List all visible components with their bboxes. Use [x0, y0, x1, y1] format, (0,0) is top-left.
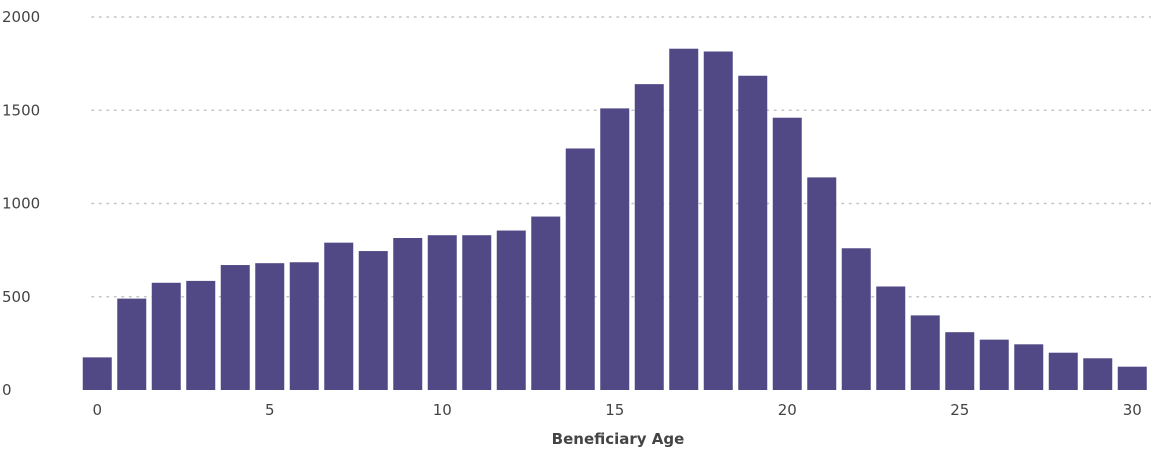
- bar-age-21: [807, 177, 837, 390]
- bar-age-17: [669, 48, 699, 391]
- bar-age-23: [876, 286, 906, 390]
- bar-age-19: [738, 75, 768, 390]
- bar-age-18: [703, 51, 733, 390]
- y-tick-label: 1500: [2, 101, 40, 119]
- bar-age-25: [945, 332, 975, 390]
- bar-age-0: [82, 357, 112, 390]
- bar-age-3: [186, 280, 216, 390]
- y-tick-label: 0: [2, 381, 12, 399]
- y-tick-label: 1000: [2, 195, 40, 213]
- bar-age-6: [289, 262, 319, 390]
- bar-age-15: [600, 108, 630, 390]
- y-tick-label: 2000: [2, 8, 40, 26]
- x-tick-label: 10: [433, 401, 452, 419]
- bar-age-22: [841, 248, 871, 390]
- bar-age-30: [1117, 366, 1147, 390]
- x-axis-title: Beneficiary Age: [552, 430, 685, 448]
- bar-age-28: [1048, 352, 1078, 390]
- bar-age-11: [462, 235, 492, 390]
- x-tick-label: 30: [1123, 401, 1142, 419]
- bar-age-7: [324, 242, 354, 390]
- bar-age-26: [979, 339, 1009, 390]
- x-tick-label: 15: [605, 401, 624, 419]
- x-tick-label: 20: [778, 401, 797, 419]
- y-tick-label: 500: [2, 288, 31, 306]
- bar-age-12: [496, 230, 526, 390]
- x-tick-label: 0: [92, 401, 102, 419]
- bar-age-8: [358, 251, 388, 390]
- bar-age-24: [910, 315, 940, 390]
- x-tick-label: 5: [265, 401, 275, 419]
- x-axis-ticks: 0 5 10 15 20 25 30: [92, 401, 1141, 419]
- bar-age-27: [1014, 344, 1044, 390]
- bars: [82, 48, 1147, 391]
- bar-age-1: [117, 298, 147, 390]
- bar-age-29: [1083, 358, 1113, 390]
- bar-age-5: [255, 263, 285, 390]
- bar-age-10: [427, 235, 457, 390]
- bar-age-2: [151, 282, 181, 390]
- bar-age-20: [772, 117, 802, 391]
- bar-age-16: [634, 84, 664, 390]
- bar-age-14: [565, 148, 595, 390]
- bar-age-9: [393, 238, 423, 390]
- bar-age-13: [531, 216, 561, 390]
- x-tick-label: 25: [950, 401, 969, 419]
- y-axis-ticks: 0 500 1000 1500 2000: [2, 8, 40, 399]
- bar-age-4: [220, 265, 250, 390]
